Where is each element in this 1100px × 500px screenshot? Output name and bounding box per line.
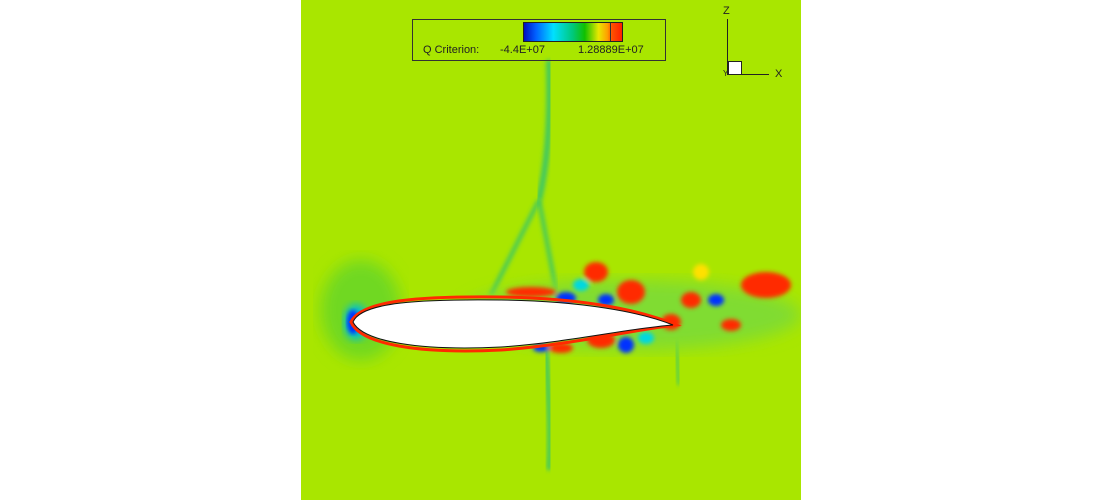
vortex-negative xyxy=(638,332,654,344)
legend-min-label: -4.4E+07 xyxy=(500,44,545,56)
y-axis-label: Y xyxy=(723,69,729,78)
color-legend: Q Criterion: -4.4E+07 1.28889E+07 xyxy=(412,19,666,61)
contour-plot: Q Criterion: -4.4E+07 1.28889E+07 Z X Y xyxy=(301,0,801,500)
vortex-positive xyxy=(617,280,645,304)
vortex-negative xyxy=(573,279,589,291)
vortex-negative xyxy=(708,294,724,306)
shock-line-upper xyxy=(536,59,553,201)
vortex-weak xyxy=(693,264,709,280)
vortex-positive xyxy=(681,292,701,308)
vortex-positive xyxy=(721,319,741,331)
boundary-layer xyxy=(349,295,682,353)
shock-line-lower xyxy=(543,349,553,471)
shock-branch-left xyxy=(489,199,541,296)
q-criterion-field xyxy=(321,59,801,471)
colorbar xyxy=(523,22,623,42)
vortex-negative xyxy=(618,337,634,353)
legend-variable-label: Q Criterion: xyxy=(423,44,480,56)
x-axis-label: X xyxy=(775,68,783,80)
vortex-positive xyxy=(506,287,556,297)
colorbar-divider xyxy=(610,23,611,41)
vortex-negative xyxy=(598,294,614,306)
z-axis-line xyxy=(727,19,728,75)
axes-triad: Z X Y xyxy=(721,5,801,85)
airfoil xyxy=(352,299,674,349)
z-axis-label: Z xyxy=(723,5,730,17)
vortex-positive xyxy=(584,262,608,282)
legend-max-label: 1.28889E+07 xyxy=(578,44,644,56)
y-axis-box xyxy=(728,61,742,75)
vortex-structures xyxy=(506,262,791,353)
vortex-positive xyxy=(741,272,791,298)
x-axis-line xyxy=(727,74,769,75)
shock-branch-right xyxy=(537,199,558,291)
